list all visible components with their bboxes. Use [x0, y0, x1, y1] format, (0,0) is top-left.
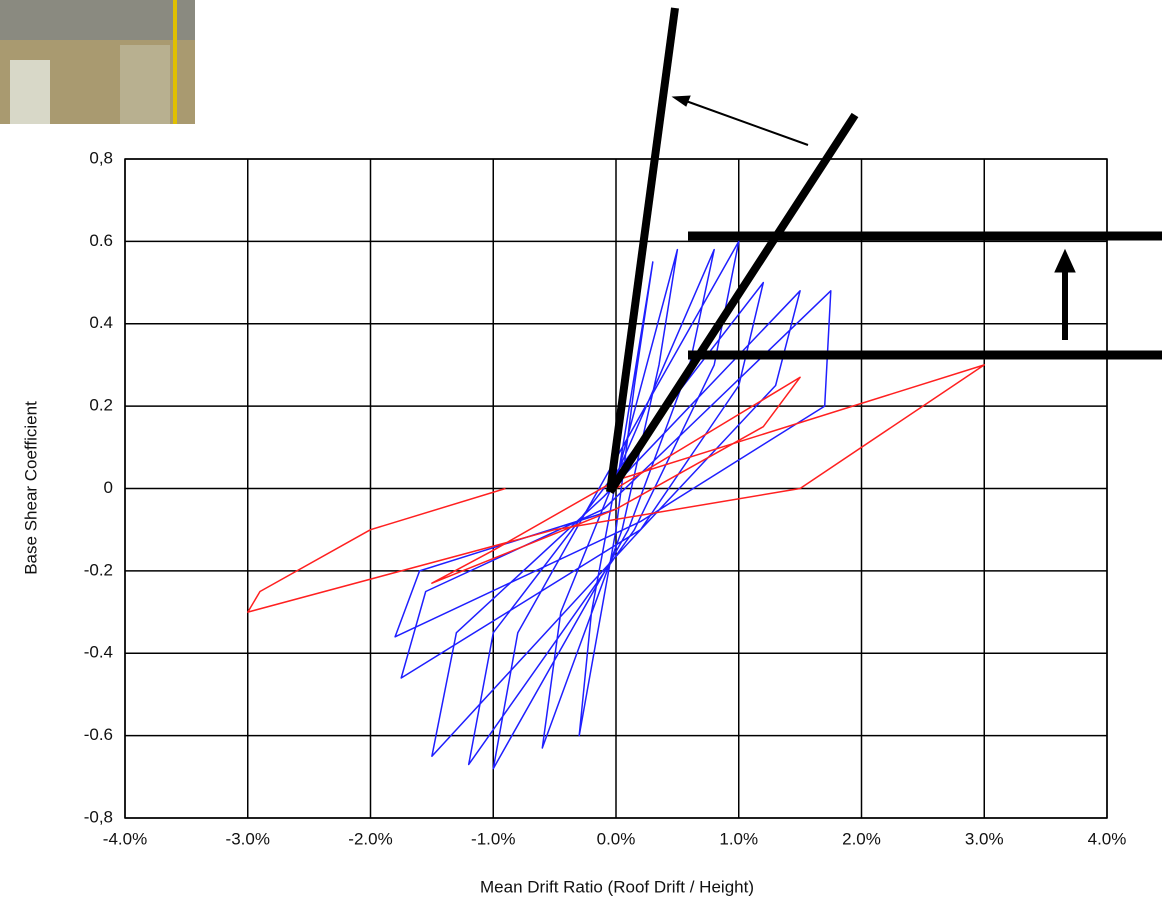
y-axis-label: Base Shear Coefficient	[21, 401, 40, 575]
x-axis-label: Mean Drift Ratio (Roof Drift / Height)	[480, 877, 754, 896]
series-line	[395, 241, 831, 768]
x-tick-label: -3.0%	[226, 829, 270, 848]
y-tick-label: -0.2	[84, 560, 113, 579]
x-tick-label: -1.0%	[471, 829, 515, 848]
annotation	[610, 8, 1162, 492]
chart: Mean Drift Ratio (Roof Drift / Height) B…	[0, 0, 1166, 907]
y-tick-label: 0,8	[89, 148, 113, 167]
y-tick-label: -0.6	[84, 725, 113, 744]
x-tick-label: 4.0%	[1088, 829, 1127, 848]
y-tick-label: 0.2	[89, 396, 113, 415]
x-tick-label: 1.0%	[719, 829, 758, 848]
y-tick-label: -0.4	[84, 643, 113, 662]
x-tick-label: 0.0%	[597, 829, 636, 848]
y-tick-label: 0	[104, 478, 113, 497]
x-tick-label: -4.0%	[103, 829, 147, 848]
x-tick-label: 3.0%	[965, 829, 1004, 848]
x-tick-label: 2.0%	[842, 829, 881, 848]
photo	[0, 0, 195, 124]
x-tick-label: -2.0%	[348, 829, 392, 848]
y-tick-label: 0.6	[89, 231, 113, 250]
y-tick-label: -0,8	[84, 807, 113, 826]
y-tick-label: 0.4	[89, 313, 113, 332]
